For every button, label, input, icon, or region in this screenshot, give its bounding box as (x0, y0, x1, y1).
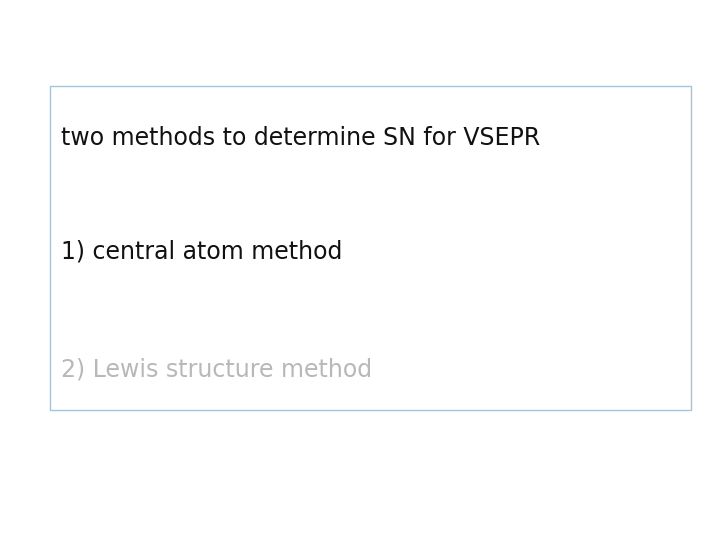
FancyBboxPatch shape (50, 86, 691, 410)
Text: 2) Lewis structure method: 2) Lewis structure method (61, 358, 372, 382)
Text: 1) central atom method: 1) central atom method (61, 239, 343, 263)
Text: two methods to determine SN for VSEPR: two methods to determine SN for VSEPR (61, 126, 541, 150)
